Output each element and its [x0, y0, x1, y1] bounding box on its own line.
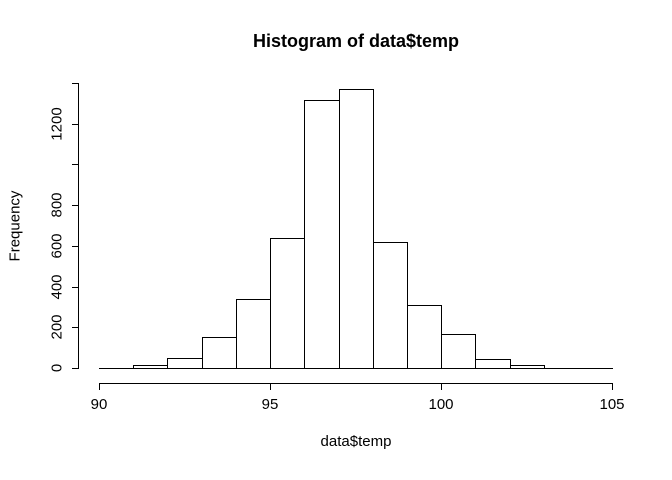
x-tick-label: 90 — [90, 396, 108, 413]
x-axis-tick — [441, 384, 442, 390]
y-axis-tick — [72, 164, 78, 165]
x-tick-label: 95 — [261, 396, 279, 413]
histogram-bar — [202, 337, 237, 369]
histogram-bar — [270, 238, 305, 369]
x-tick-label: 100 — [428, 396, 454, 413]
y-axis-tick — [72, 205, 78, 206]
histogram-bar — [236, 299, 271, 369]
y-axis-tick — [72, 287, 78, 288]
x-axis-label: data$temp — [320, 433, 392, 450]
y-tick-label: 1200 — [48, 107, 66, 141]
histogram-bar — [304, 100, 340, 369]
y-tick-label: 800 — [48, 192, 66, 218]
histogram-bar — [133, 365, 168, 369]
histogram-bar — [373, 242, 408, 369]
y-axis-label: Frequency — [6, 190, 24, 262]
x-axis-tick — [270, 384, 271, 390]
y-axis-tick — [72, 83, 78, 84]
x-axis-tick — [612, 384, 613, 390]
histogram-bar — [510, 365, 545, 369]
x-axis-line — [99, 383, 613, 384]
histogram-bar — [167, 358, 203, 369]
y-axis-tick — [72, 327, 78, 328]
y-tick-label: 200 — [48, 314, 66, 340]
x-tick-label: 105 — [599, 396, 625, 413]
y-tick-label: 400 — [48, 274, 66, 300]
chart-title: Histogram of data$temp — [252, 31, 460, 51]
histogram-bar — [339, 89, 374, 369]
histogram-bar — [407, 305, 442, 369]
y-axis-tick — [72, 368, 78, 369]
y-tick-label: 0 — [48, 363, 66, 373]
y-axis-tick — [72, 246, 78, 247]
histogram-bar — [475, 359, 511, 369]
y-axis-line — [78, 83, 79, 369]
y-axis-tick — [72, 124, 78, 125]
x-axis-tick — [99, 384, 100, 390]
histogram-bar — [441, 334, 476, 369]
y-tick-label: 600 — [48, 233, 66, 259]
